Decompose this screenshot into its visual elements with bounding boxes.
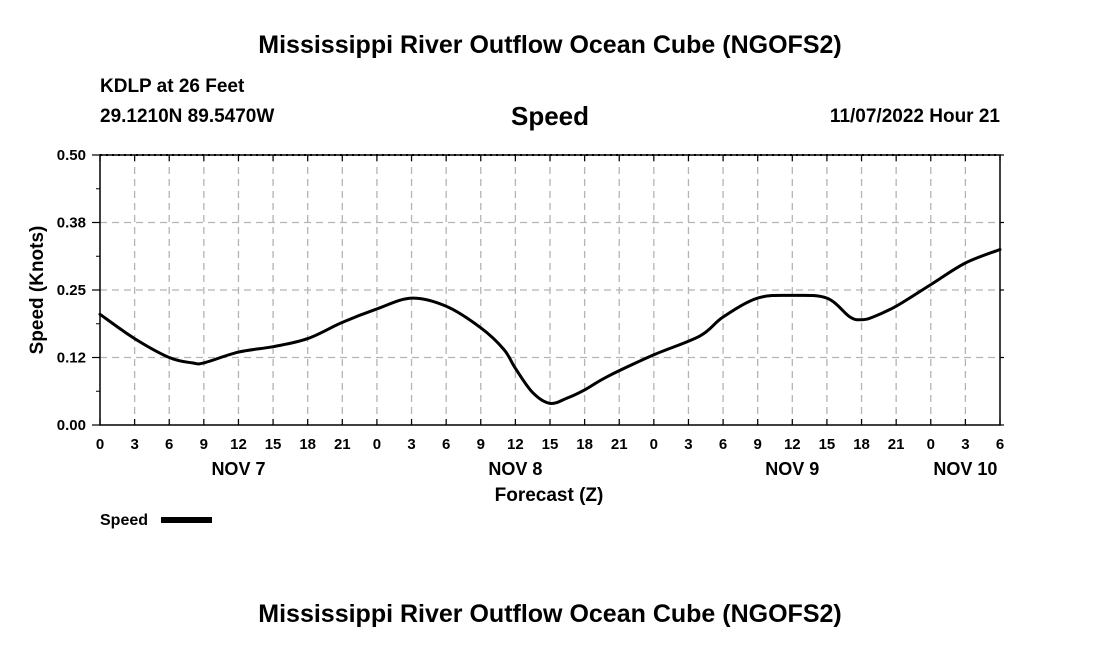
x-tick-label: 12 <box>507 436 524 453</box>
x-tick-label: 9 <box>200 436 208 453</box>
x-tick-label: 9 <box>754 436 762 453</box>
date-label: NOV 10 <box>933 459 997 479</box>
x-tick-label: 12 <box>230 436 247 453</box>
y-axis-title: Speed (Knots) <box>27 226 48 355</box>
legend-label: Speed <box>100 512 148 529</box>
y-tick-label: 0.12 <box>57 350 86 367</box>
station-coordinates: 29.1210N 89.5470W <box>100 106 275 127</box>
x-tick-label: 15 <box>542 436 559 453</box>
forecast-datetime: 11/07/2022 Hour 21 <box>829 106 1000 127</box>
chart-title: Mississippi River Outflow Ocean Cube (NG… <box>258 31 842 59</box>
x-tick-label: 3 <box>684 436 692 453</box>
x-tick-label: 21 <box>611 436 628 453</box>
x-tick-label: 0 <box>650 436 658 453</box>
legend-swatch <box>161 517 212 523</box>
x-tick-label: 18 <box>299 436 316 453</box>
station-label: KDLP at 26 Feet <box>100 76 245 97</box>
x-tick-label: 0 <box>96 436 104 453</box>
date-label: NOV 8 <box>488 459 542 479</box>
x-axis-title: Forecast (Z) <box>495 485 604 506</box>
x-tick-label: 12 <box>784 436 801 453</box>
x-tick-label: 15 <box>265 436 282 453</box>
x-tick-label: 18 <box>576 436 593 453</box>
x-tick-label: 0 <box>373 436 381 453</box>
x-tick-label: 21 <box>334 436 351 453</box>
x-tick-label: 6 <box>719 436 727 453</box>
date-label: NOV 7 <box>211 459 265 479</box>
x-tick-label: 3 <box>961 436 969 453</box>
x-tick-label: 15 <box>819 436 836 453</box>
x-tick-label: 3 <box>407 436 415 453</box>
x-tick-label: 6 <box>165 436 173 453</box>
x-tick-label: 0 <box>927 436 935 453</box>
grid <box>100 154 1000 425</box>
y-tick-label: 0.00 <box>57 417 86 434</box>
footer-title: Mississippi River Outflow Ocean Cube (NG… <box>258 600 842 628</box>
x-tick-label: 6 <box>996 436 1004 453</box>
speed-series-line <box>98 248 1002 406</box>
y-tick-label: 0.50 <box>57 147 86 164</box>
axis-labels: 0 3 6 9 12 15 18 21 0 3 6 9 12 15 18 21 0 3 6 9 12 15 18 21 0 3 6 0… <box>57 147 1004 479</box>
x-tick-label: 6 <box>442 436 450 453</box>
x-tick-label: 18 <box>853 436 870 453</box>
parameter-title: Speed <box>510 101 590 131</box>
x-tick-label: 21 <box>888 436 905 453</box>
y-tick-label: 0.38 <box>57 215 86 232</box>
axis-ticks <box>92 154 1004 426</box>
y-tick-label: 0.25 <box>57 282 86 299</box>
x-tick-label: 3 <box>130 436 138 453</box>
date-label: NOV 9 <box>765 459 819 479</box>
x-tick-label: 9 <box>477 436 485 453</box>
legend: Speed <box>100 512 212 529</box>
